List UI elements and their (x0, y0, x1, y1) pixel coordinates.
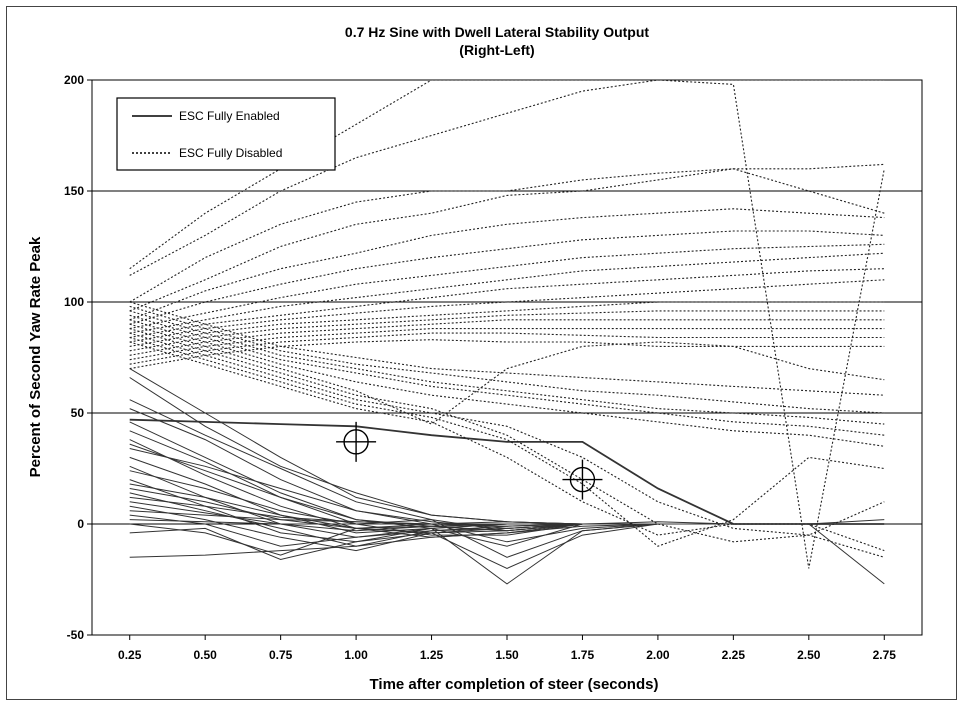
y-tick-label: 150 (64, 184, 84, 198)
series-line-disabled-2 (129, 80, 885, 569)
chart-subtitle: (Right-Left) (459, 42, 534, 58)
legend: ESC Fully Enabled ESC Fully Disabled (116, 97, 336, 171)
x-tick-label: 1.25 (420, 648, 444, 662)
series-line-disabled-8 (129, 252, 885, 334)
y-tick-label: 100 (64, 295, 84, 309)
x-tick-label: 2.75 (873, 648, 897, 662)
series-line-disabled-6 (129, 230, 885, 325)
x-tick-label: 2.25 (722, 648, 746, 662)
series-line-enabled-26 (129, 488, 885, 538)
series-line-disabled-23 (129, 328, 885, 558)
series-line-disabled-18 (129, 305, 885, 414)
series-line-disabled-4 (129, 168, 885, 312)
chart-title: 0.7 Hz Sine with Dwell Lateral Stability… (345, 24, 649, 40)
x-axis-label: Time after completion of steer (seconds) (370, 676, 659, 693)
plot-background (91, 79, 923, 636)
legend-entry-1: ESC Fully Enabled (179, 109, 280, 123)
x-tick-label: 1.50 (495, 648, 519, 662)
x-tick-label: 0.50 (194, 648, 218, 662)
series-line-disabled-24 (129, 332, 885, 536)
series-line-disabled-7 (129, 243, 885, 330)
y-tick-label: 50 (71, 406, 85, 420)
x-tick-label: 2.50 (797, 648, 821, 662)
x-tick-label: 1.00 (344, 648, 368, 662)
series-line-disabled-1 (129, 80, 885, 270)
crosshair-marker-2 (562, 459, 603, 500)
series-line-disabled-22 (129, 323, 885, 425)
x-tick-label: 1.75 (571, 648, 595, 662)
plot-area: -50 0 50 100 150 200 0.25 0.50 0.75 1.00 1.25 1.50 1… (64, 73, 923, 662)
y-tick-label: 200 (64, 73, 84, 87)
legend-box (116, 97, 336, 171)
y-tick-label: -50 (67, 628, 85, 642)
series-line-disabled-3 (129, 163, 885, 303)
series-line-disabled-5 (129, 208, 885, 321)
x-tick-label: 2.00 (646, 648, 670, 662)
series-line-disabled-17 (129, 301, 885, 396)
x-tick-label: 0.75 (269, 648, 293, 662)
series-line-disabled-25 (129, 336, 885, 547)
series-line-disabled-21 (129, 319, 885, 447)
crosshair-marker-1 (336, 421, 377, 462)
y-tick-label: 0 (77, 517, 84, 531)
legend-entry-2: ESC Fully Disabled (179, 146, 282, 160)
y-axis-label: Percent of Second Yaw Rate Peak (27, 236, 44, 477)
series-line-disabled-9 (129, 268, 885, 339)
x-tick-label: 0.25 (118, 648, 142, 662)
series-layer (129, 80, 885, 585)
